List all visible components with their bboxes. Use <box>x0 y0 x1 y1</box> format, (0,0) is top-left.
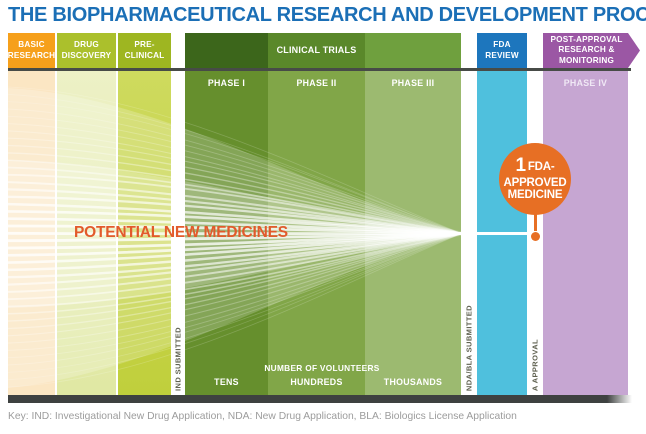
badge-line-3: MEDICINE <box>507 189 563 202</box>
column-phase-4 <box>543 70 628 395</box>
approval-label: A APPROVAL <box>530 338 540 391</box>
header-clinical-trials: CLINICAL TRIALS <box>268 33 365 68</box>
header-clinical-trials-segment-1 <box>185 33 268 68</box>
fda-approved-medicine-badge: 1 FDA- APPROVED MEDICINE <box>499 143 571 215</box>
phase-4-label: PHASE IV <box>563 78 608 88</box>
abbreviation-key: Key: IND: Investigational New Drug Appli… <box>8 411 517 422</box>
ind-submitted-label: IND SUBMITTED <box>173 327 183 391</box>
volunteers-tens-label: TENS <box>214 377 239 387</box>
header-post-approval-arrow: POST-APPROVAL RESEARCH & MONITORING <box>543 33 640 68</box>
number-of-volunteers-heading: NUMBER OF VOLUNTEERS <box>264 363 380 373</box>
header-clinical-trials-segment-3 <box>365 33 461 68</box>
phase-2-label: PHASE II <box>296 78 337 88</box>
page-title: THE BIOPHARMACEUTICAL RESEARCH AND DEVEL… <box>8 4 646 26</box>
phase-3-label: PHASE III <box>391 78 435 88</box>
badge-line-2: APPROVED <box>503 176 567 189</box>
bottom-divider-bar <box>8 395 632 403</box>
header-basic-research: BASIC RESEARCH <box>8 33 55 68</box>
header-fda-review: FDA REVIEW <box>477 33 527 68</box>
header-underline <box>8 68 631 71</box>
badge-stem <box>533 212 537 231</box>
phase-1-label: PHASE I <box>207 78 246 88</box>
nda-bla-submitted-label: NDA/BLA SUBMITTED <box>464 304 474 391</box>
badge-line-1: 1 FDA- <box>515 154 555 176</box>
header-pre-clinical: PRE-CLINICAL <box>118 33 171 68</box>
milestone-strip-ind: IND SUBMITTED <box>171 70 185 395</box>
approved-medicine-dot <box>530 231 540 241</box>
volunteers-hundreds-label: HUNDREDS <box>290 377 343 387</box>
funnel-tip-line <box>461 232 535 235</box>
volunteers-thousands-label: THOUSANDS <box>383 377 443 387</box>
header-drug-discovery: DRUG DISCOVERY <box>57 33 116 68</box>
potential-new-medicines-label: POTENTIAL NEW MEDICINES <box>74 224 288 241</box>
